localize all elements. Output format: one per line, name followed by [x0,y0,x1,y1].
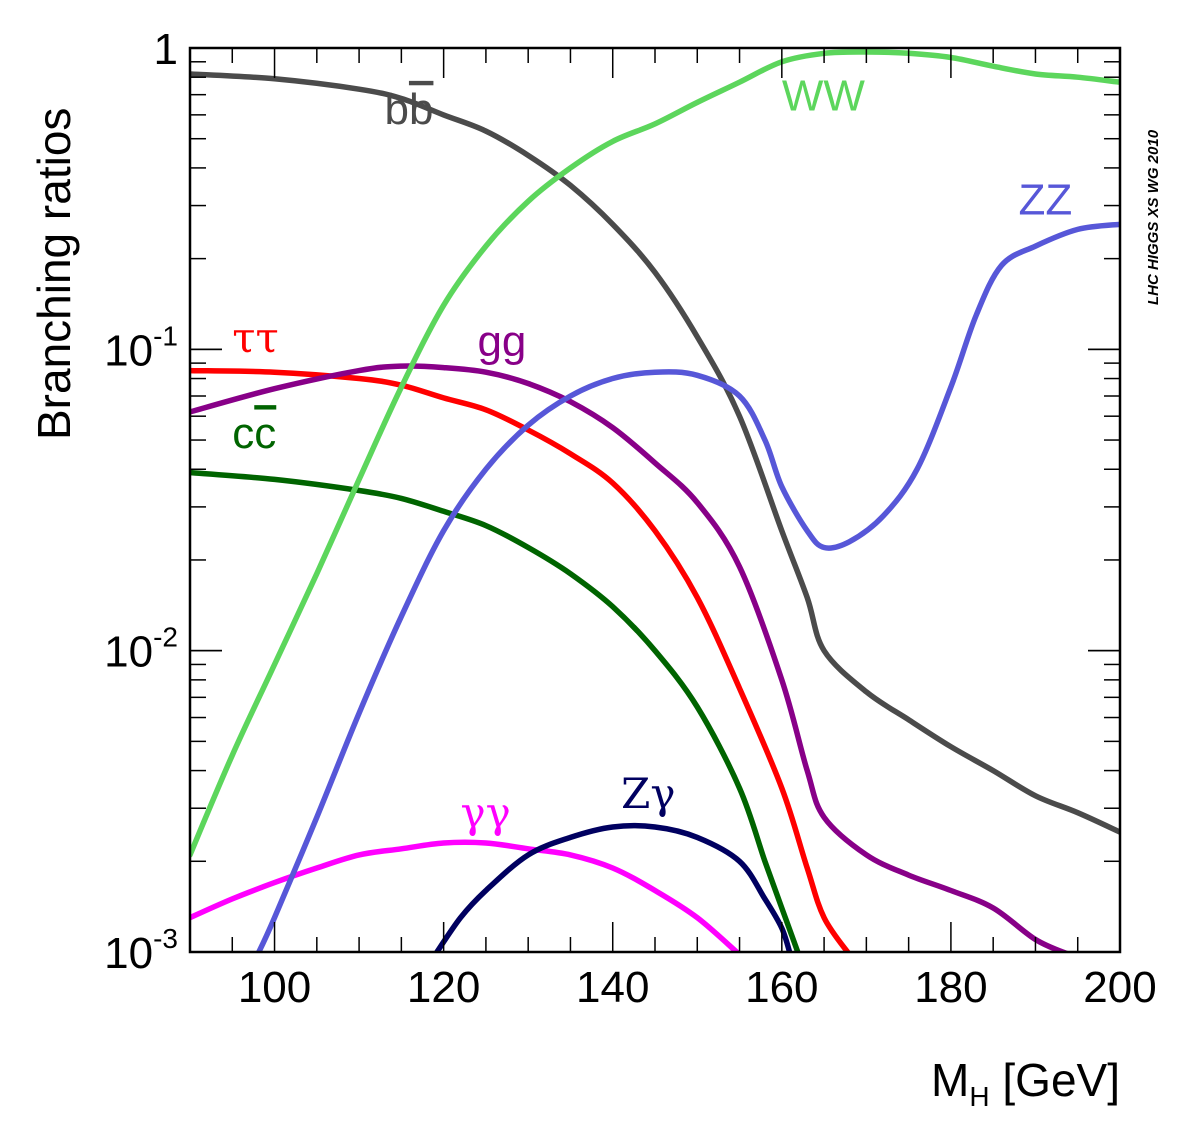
series-line-tautau [190,367,851,952]
series-line-gg [190,363,1071,952]
series-line-zz [255,221,1120,952]
series-line-gammagamma [190,839,741,952]
curve-label-gammagamma: γγ [461,788,511,837]
axis-ticks [189,47,1121,953]
series-lines [190,49,1120,952]
x-tick-label: 100 [238,963,311,1012]
x-tick-label: 140 [576,963,649,1012]
x-axis-title: MH [GeV] [931,1054,1120,1112]
series-line-cc [190,469,801,952]
y-tick-label: 10-1 [104,320,178,375]
curve-label-bb: bb [384,85,433,134]
curve-label-ww: WW [782,72,866,121]
series-line-ww [190,49,1120,858]
curve-label-tautau: ττ [232,313,278,362]
curve-label-cc: cc [232,409,276,458]
x-axis-title-sub: H [969,1081,989,1112]
y-tick-label: 10-2 [104,622,178,677]
x-axis-title-main: M [931,1054,969,1106]
y-tick-label: 1 [154,25,178,74]
watermark: LHC HIGGS XS WG 2010 [1145,129,1162,305]
x-tick-label: 200 [1083,963,1156,1012]
curve-label-zz: ZZ [1019,176,1073,225]
x-tick-label: 120 [407,963,480,1012]
y-tick-label: 10-3 [104,923,178,978]
x-axis-title-unit: [GeV] [990,1054,1120,1106]
curve-labels: bb WW ZZ ττ gg cc γγ Zγ [232,72,1072,837]
y-axis-title: Branching ratios [28,108,80,440]
curve-label-gg: gg [477,317,526,366]
series-line-zgamma [433,822,793,952]
x-tick-labels: 100 120 140 160 180 200 [238,963,1157,1012]
x-tick-label: 160 [745,963,818,1012]
series-line-bb [190,71,1120,835]
y-tick-labels: 1 10-1 10-2 10-3 [104,25,178,978]
curve-label-zgamma: Zγ [621,769,675,818]
x-tick-label: 180 [914,963,987,1012]
